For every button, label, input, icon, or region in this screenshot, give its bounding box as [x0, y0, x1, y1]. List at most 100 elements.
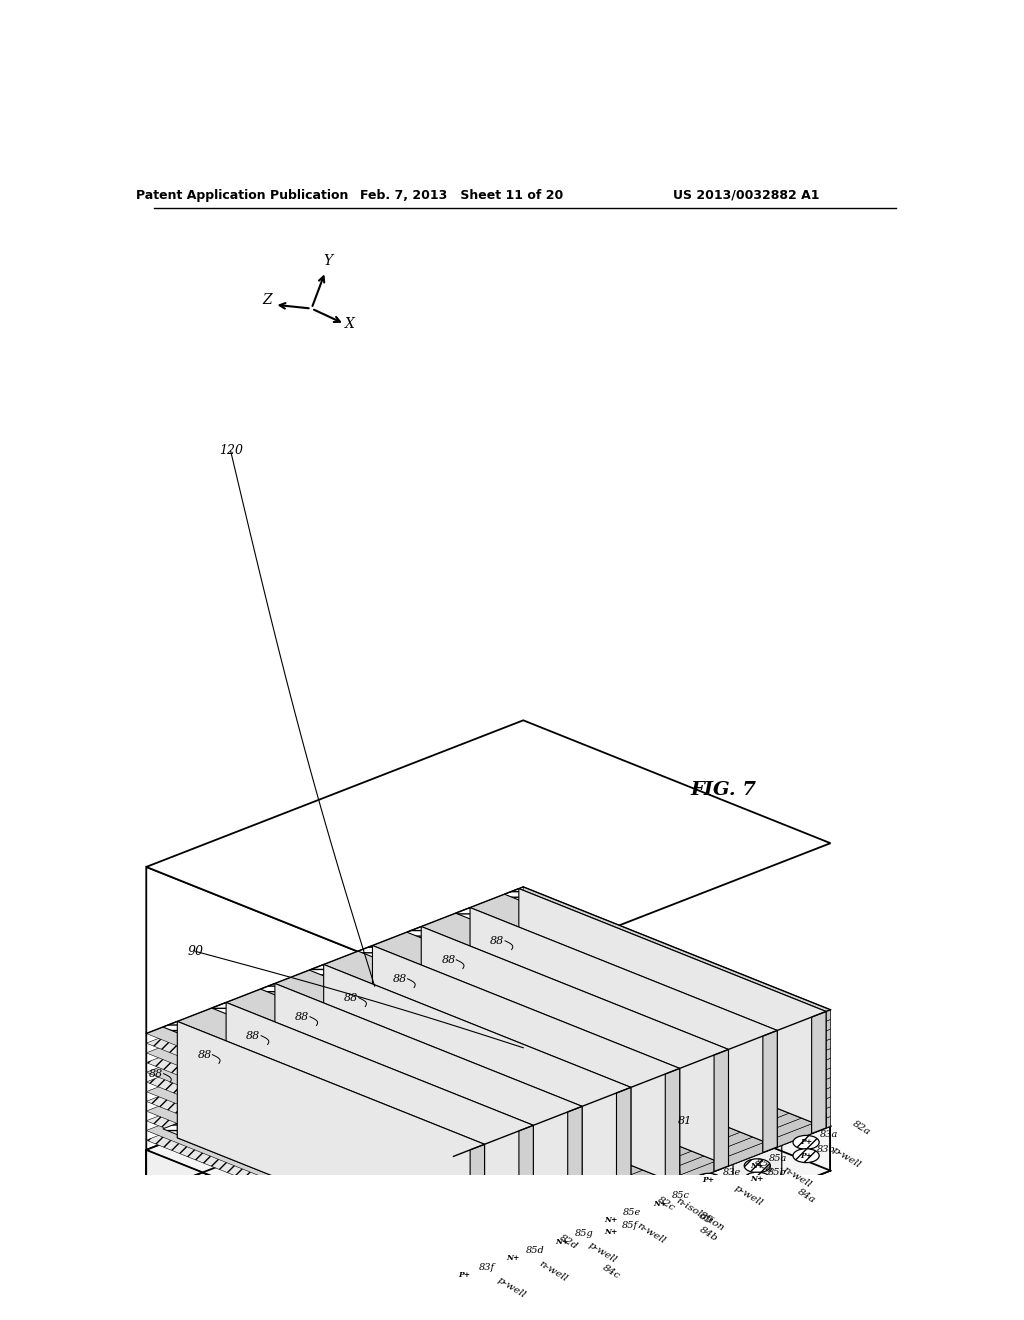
- Text: 85d: 85d: [525, 1246, 545, 1255]
- Ellipse shape: [501, 1251, 526, 1266]
- Polygon shape: [309, 965, 631, 1093]
- Polygon shape: [587, 1203, 635, 1266]
- Polygon shape: [666, 1171, 680, 1191]
- Text: 82c: 82c: [656, 1195, 677, 1213]
- Polygon shape: [454, 1068, 830, 1224]
- Polygon shape: [146, 1137, 489, 1272]
- Polygon shape: [454, 1039, 830, 1195]
- Text: n-well: n-well: [538, 1259, 569, 1284]
- Polygon shape: [146, 1150, 454, 1317]
- Polygon shape: [454, 1097, 830, 1254]
- Text: 81: 81: [678, 1115, 691, 1126]
- Polygon shape: [474, 1003, 830, 1146]
- Polygon shape: [714, 1049, 728, 1171]
- Polygon shape: [146, 721, 830, 990]
- Polygon shape: [181, 1117, 538, 1259]
- Text: N+: N+: [751, 1175, 764, 1183]
- Text: 88: 88: [441, 954, 456, 965]
- Text: N+: N+: [604, 1217, 617, 1225]
- Text: N+: N+: [555, 1238, 569, 1246]
- Polygon shape: [523, 945, 830, 1077]
- Polygon shape: [763, 1133, 777, 1152]
- Polygon shape: [781, 1126, 830, 1189]
- Polygon shape: [163, 1022, 484, 1150]
- Text: P+: P+: [800, 1138, 812, 1146]
- Polygon shape: [567, 1208, 582, 1229]
- Text: n-well: n-well: [781, 1164, 813, 1189]
- Polygon shape: [454, 1010, 830, 1166]
- Polygon shape: [146, 954, 830, 1224]
- Text: 85g: 85g: [574, 1229, 593, 1238]
- Polygon shape: [454, 1019, 830, 1176]
- Text: 88: 88: [392, 974, 407, 983]
- Text: N+: N+: [653, 1200, 667, 1208]
- Polygon shape: [456, 1010, 777, 1138]
- Text: 88: 88: [247, 1031, 260, 1040]
- Polygon shape: [812, 1011, 826, 1134]
- Polygon shape: [470, 1010, 777, 1147]
- Polygon shape: [616, 1088, 631, 1209]
- Polygon shape: [454, 1030, 830, 1185]
- Polygon shape: [146, 945, 830, 1214]
- Polygon shape: [454, 1059, 830, 1214]
- Polygon shape: [523, 896, 830, 1030]
- Polygon shape: [454, 1077, 830, 1234]
- Polygon shape: [274, 983, 582, 1222]
- Text: 89: 89: [697, 1210, 715, 1226]
- Polygon shape: [377, 1041, 733, 1183]
- Ellipse shape: [744, 1159, 770, 1172]
- Text: 90: 90: [188, 945, 204, 958]
- Polygon shape: [146, 974, 830, 1243]
- Polygon shape: [523, 907, 830, 1039]
- Polygon shape: [358, 1047, 680, 1176]
- Polygon shape: [426, 1022, 781, 1164]
- Text: 85c: 85c: [672, 1192, 690, 1200]
- Text: P+: P+: [800, 1151, 812, 1160]
- Polygon shape: [456, 908, 777, 1036]
- Polygon shape: [309, 1067, 631, 1195]
- Polygon shape: [519, 990, 826, 1127]
- Polygon shape: [407, 1028, 728, 1156]
- Polygon shape: [519, 1228, 534, 1247]
- Polygon shape: [454, 1106, 830, 1263]
- Polygon shape: [226, 1002, 534, 1242]
- Polygon shape: [523, 925, 830, 1059]
- Text: X: X: [345, 317, 355, 331]
- Text: 83e: 83e: [722, 1168, 740, 1177]
- Polygon shape: [519, 1126, 534, 1247]
- Polygon shape: [146, 936, 830, 1205]
- Polygon shape: [146, 994, 830, 1263]
- Text: 88: 88: [344, 993, 358, 1003]
- Text: FIG. 7: FIG. 7: [690, 781, 757, 799]
- Polygon shape: [373, 1047, 680, 1185]
- Polygon shape: [523, 916, 830, 1048]
- Text: p-well: p-well: [587, 1241, 618, 1265]
- Polygon shape: [470, 908, 777, 1147]
- Polygon shape: [714, 1151, 728, 1171]
- Polygon shape: [146, 896, 830, 1166]
- Ellipse shape: [793, 1135, 819, 1150]
- Polygon shape: [177, 1022, 484, 1261]
- Text: 84b: 84b: [698, 1225, 720, 1243]
- Polygon shape: [470, 1246, 484, 1266]
- Polygon shape: [733, 1146, 781, 1209]
- Polygon shape: [519, 888, 826, 1127]
- Ellipse shape: [452, 1269, 477, 1282]
- Polygon shape: [146, 907, 830, 1176]
- Polygon shape: [280, 1080, 635, 1221]
- Text: 85a: 85a: [769, 1154, 787, 1163]
- Polygon shape: [489, 1239, 538, 1303]
- Polygon shape: [146, 925, 830, 1195]
- Polygon shape: [812, 1113, 826, 1134]
- Polygon shape: [230, 1098, 587, 1239]
- Polygon shape: [523, 974, 830, 1106]
- Text: 120: 120: [219, 445, 243, 458]
- Polygon shape: [146, 1048, 830, 1317]
- Polygon shape: [523, 936, 830, 1068]
- Polygon shape: [146, 983, 830, 1254]
- Polygon shape: [177, 1123, 484, 1261]
- Polygon shape: [421, 1028, 728, 1166]
- Polygon shape: [538, 1221, 587, 1284]
- Polygon shape: [146, 1003, 523, 1195]
- Text: 85f: 85f: [622, 1221, 638, 1230]
